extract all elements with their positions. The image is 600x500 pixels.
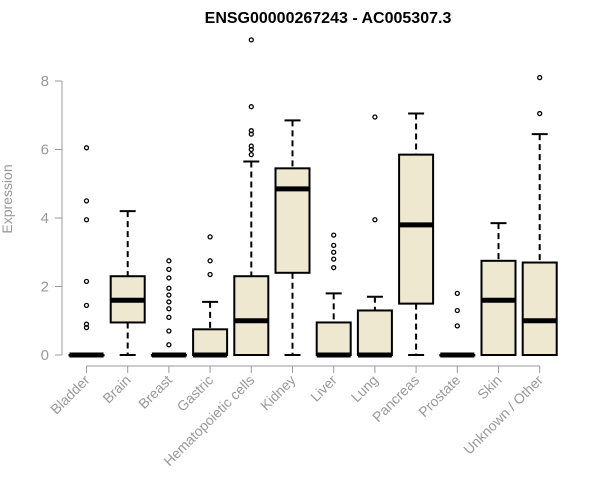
y-axis-label: Expression [0, 164, 15, 233]
outlier-point [331, 265, 337, 271]
box-11 [521, 74, 558, 356]
outlier-point [166, 275, 172, 281]
box-0 [68, 145, 105, 358]
outlier-point [248, 37, 254, 43]
x-tick-label: Skin [474, 372, 505, 403]
outlier-point [454, 307, 460, 314]
outlier-point [166, 328, 172, 334]
outlier-point [537, 110, 543, 117]
outlier-point [207, 234, 213, 240]
box-iqr [192, 328, 229, 356]
outlier-point [166, 342, 172, 348]
box-2 [150, 258, 187, 358]
box-iqr [480, 259, 517, 356]
x-tick-label: Bladder [47, 372, 93, 418]
outlier-point [207, 271, 213, 278]
box-iqr [398, 153, 435, 305]
outlier-point [248, 146, 254, 153]
outlier-point [331, 249, 337, 255]
box-3 [192, 234, 229, 358]
axes: 0 2 4 6 8 [41, 73, 541, 373]
outlier-point [454, 323, 460, 329]
outlier-point [372, 217, 378, 223]
box-7 [356, 114, 393, 358]
box-iqr [315, 321, 352, 356]
outlier-point [166, 266, 172, 273]
y-tick-label: 6 [41, 142, 49, 159]
y-tick-label: 0 [41, 347, 49, 364]
x-tick-label: Prostate [415, 372, 463, 420]
box-8 [398, 112, 435, 356]
x-tick-label: Liver [307, 372, 340, 405]
x-tick-label: Lung [348, 372, 381, 405]
chart-title: ENSG00000267243 - AC005307.3 [205, 10, 452, 27]
y-tick-label: 8 [41, 73, 49, 90]
outlier-point [207, 258, 213, 264]
y-tick-label: 4 [41, 210, 49, 227]
outlier-point [83, 217, 90, 223]
outlier-point [166, 292, 172, 298]
boxes-group [68, 37, 558, 358]
outlier-point [248, 151, 254, 158]
box-iqr [233, 275, 270, 357]
outlier-point [331, 232, 337, 238]
box-10 [480, 222, 517, 356]
box-6 [315, 232, 352, 358]
outlier-point [248, 131, 254, 137]
outlier-point [166, 299, 172, 305]
box-4 [233, 37, 270, 357]
y-tick-label: 2 [41, 279, 49, 296]
outlier-point [83, 278, 90, 285]
x-tick-label: Brain [99, 372, 133, 406]
outlier-point [166, 285, 172, 291]
x-tick-label: Kidney [257, 372, 299, 414]
outlier-point [166, 258, 172, 264]
box-iqr [274, 167, 311, 274]
x-tick-label: Breast [135, 372, 175, 412]
outlier-point [83, 302, 90, 308]
outlier-point [83, 324, 90, 331]
outlier-point [537, 74, 543, 81]
outlier-point [331, 242, 337, 249]
box-iqr [356, 309, 393, 357]
box-5 [274, 119, 311, 356]
outlier-point [166, 306, 172, 312]
box-9 [439, 290, 476, 358]
outlier-point [331, 256, 337, 262]
outlier-point [166, 314, 172, 320]
outlier-point [83, 198, 90, 204]
outlier-point [372, 114, 378, 120]
outlier-point [248, 104, 254, 110]
outlier-point [83, 145, 90, 151]
box-iqr [521, 261, 558, 356]
outlier-point [454, 290, 460, 297]
box-1 [109, 210, 146, 356]
